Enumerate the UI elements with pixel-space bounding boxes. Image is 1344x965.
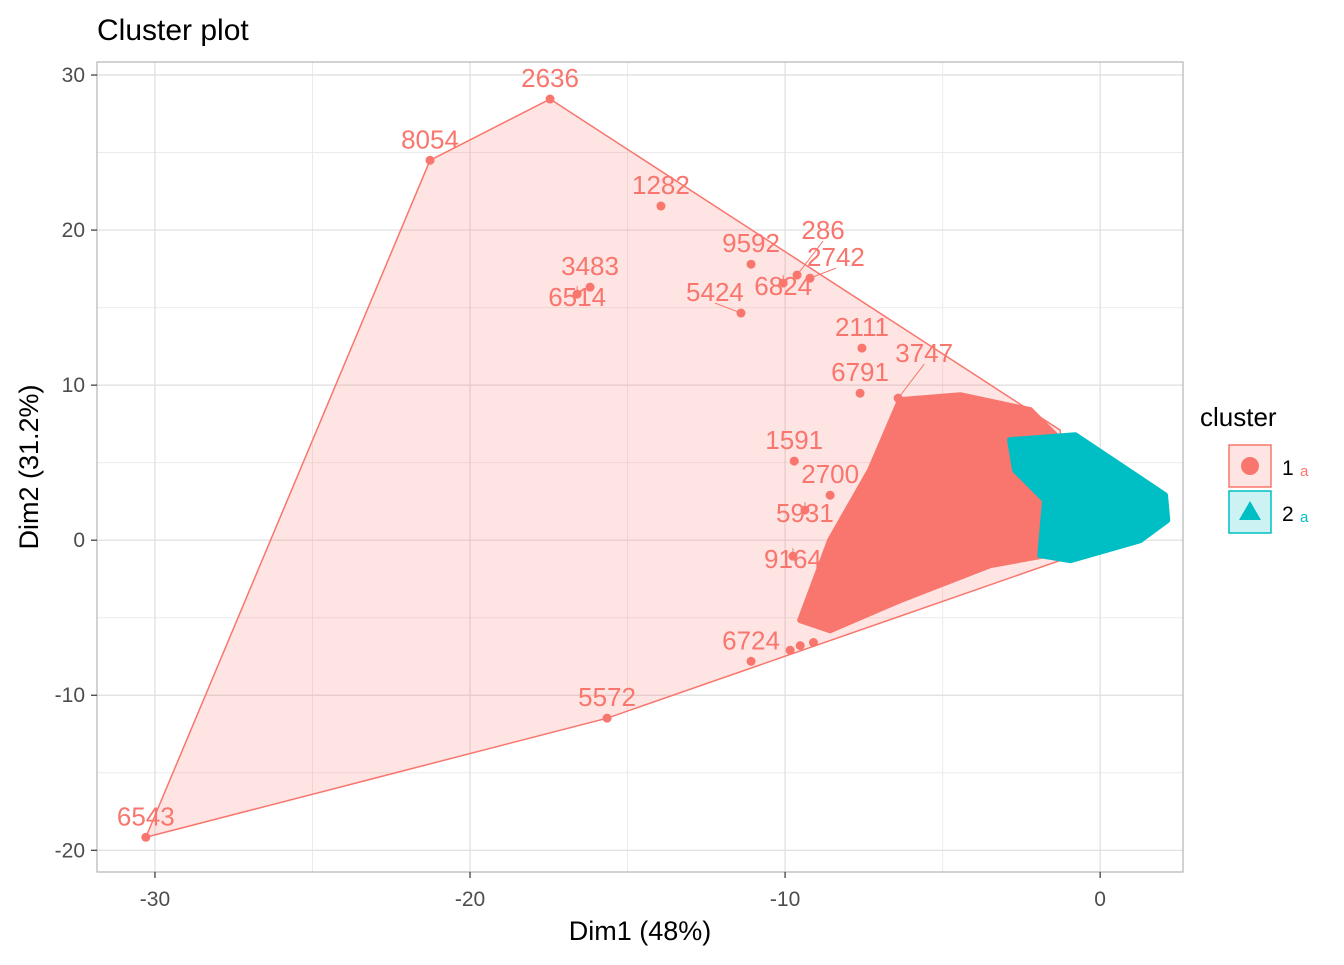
- cluster-1-point: [855, 388, 865, 398]
- chart-title: Cluster plot: [97, 14, 249, 47]
- point-label: 2636: [521, 63, 579, 93]
- legend-label-1: 1: [1282, 457, 1294, 480]
- point-label: 6824: [754, 271, 812, 301]
- legend-key-text: a: [1300, 509, 1309, 526]
- cluster-1-point: [808, 638, 818, 648]
- cluster-1-point: [656, 201, 666, 211]
- legend-label-2: 2: [1282, 503, 1294, 526]
- cluster-1-dense-points: [797, 392, 1064, 634]
- points: [141, 94, 1171, 842]
- panel-border: [96, 61, 1184, 873]
- x-axis-label: Dim1 (48%): [569, 916, 712, 946]
- point-label: 2700: [801, 459, 859, 489]
- legend-circle-icon: [1241, 457, 1259, 475]
- point-label: 5931: [776, 498, 834, 528]
- label-leader-line: [809, 267, 837, 279]
- point-label: 1282: [632, 170, 690, 200]
- cluster-1-point: [857, 343, 867, 353]
- y-tick-label: 20: [62, 219, 85, 242]
- legend-triangle-icon: [1239, 501, 1261, 520]
- x-tick-label: 0: [1094, 888, 1106, 911]
- legend-key-text: a: [1300, 463, 1309, 480]
- y-tick-label: 30: [62, 64, 85, 87]
- y-tick-label: -20: [55, 839, 85, 862]
- label-leader-line: [714, 302, 742, 314]
- point-label: 3483: [561, 251, 619, 281]
- x-tick-label: -30: [140, 888, 170, 911]
- cluster-1-point: [425, 155, 435, 165]
- point-label: 9592: [722, 228, 780, 258]
- y-axis-label: Dim2 (31.2%): [14, 384, 44, 549]
- cluster-1-point: [545, 94, 555, 104]
- label-leader-line: [897, 363, 925, 399]
- point-label: 6543: [117, 801, 175, 831]
- point-label: 2742: [807, 242, 865, 272]
- cluster-2-dense-points: [1007, 432, 1171, 564]
- point-label: 3747: [895, 338, 953, 368]
- point-label: 2111: [835, 312, 889, 342]
- point-label: 8054: [401, 124, 459, 154]
- y-tick-label: 10: [62, 374, 85, 397]
- point-label: 6724: [722, 625, 780, 655]
- point-label: 5424: [686, 277, 744, 307]
- cluster-1-point: [746, 656, 756, 666]
- cluster-1-point: [141, 832, 151, 842]
- y-tick-label: 0: [73, 529, 85, 552]
- point-label: 1591: [765, 425, 823, 455]
- axis-ticks: -30 -20 -10 0 -20 -10 0 10 20 30: [55, 64, 1106, 911]
- point-label: 9164: [764, 544, 822, 574]
- x-tick-label: -10: [770, 888, 800, 911]
- x-tick-label: -20: [455, 888, 485, 911]
- cluster-1-point: [602, 713, 612, 723]
- point-label: 6791: [831, 357, 889, 387]
- legend-title: cluster: [1200, 402, 1277, 432]
- label-leader-line: [796, 240, 824, 276]
- cluster-1-point: [785, 645, 795, 655]
- point-label: 5572: [578, 682, 636, 712]
- cluster-1-point: [795, 641, 805, 651]
- cluster-1-point: [825, 490, 835, 500]
- cluster-1-point: [789, 456, 799, 466]
- point-label: 286: [801, 215, 844, 245]
- y-tick-label: -10: [55, 684, 85, 707]
- point-label: 6514: [548, 282, 606, 312]
- cluster-1-point: [746, 259, 756, 269]
- cluster-1-point: [585, 282, 595, 292]
